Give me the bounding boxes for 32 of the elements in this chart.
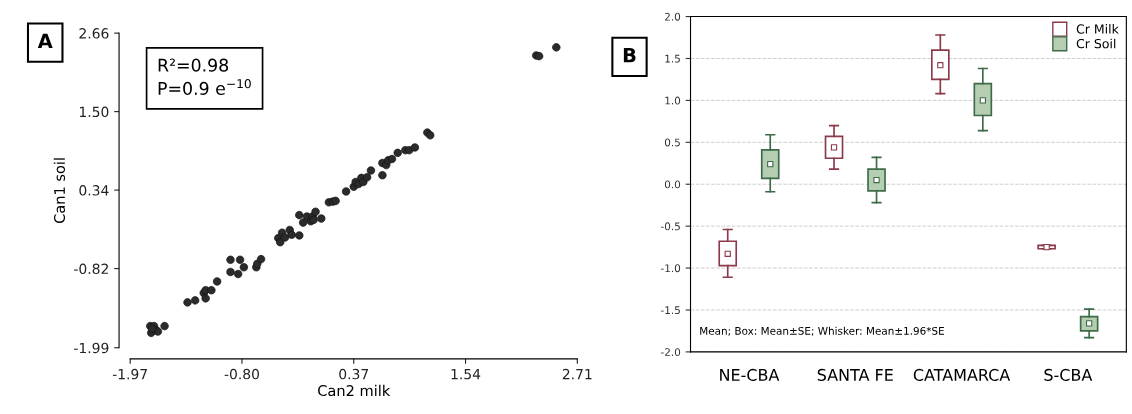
x-tick-label: CATAMARCA <box>913 368 1011 381</box>
y-tick-label: -0.82 <box>74 263 108 275</box>
y-axis-title: Can1 soil <box>53 158 66 224</box>
y-tick-label: 0.5 <box>664 138 680 147</box>
x-tick-label: -1.97 <box>112 368 147 380</box>
y-tick-label: -2.0 <box>660 348 681 357</box>
y-tick-label: -1.99 <box>74 342 109 354</box>
annotation: P=0.9 e$^{−10}$ <box>158 79 251 95</box>
text: B <box>623 47 636 63</box>
y-tick-label: 0.0 <box>664 180 681 189</box>
text: A <box>37 33 53 48</box>
legend-label: Cr Milk <box>1076 24 1119 34</box>
y-tick-label: 1.5 <box>665 54 680 63</box>
legend-label: Cr Soil <box>1076 38 1116 49</box>
x-tick-label: SANTA FE <box>817 368 893 381</box>
y-tick-label: 0.34 <box>79 185 109 196</box>
x-tick-label: NE-CBA <box>720 368 780 381</box>
y-tick-label: 1.50 <box>79 106 109 118</box>
y-tick-label: -0.5 <box>660 222 680 231</box>
x-tick-label: 1.54 <box>451 369 481 380</box>
y-tick-label: 2.0 <box>665 12 681 21</box>
x-tick-label: S-CBA <box>1044 368 1093 381</box>
annotation: R²=0.98 <box>158 58 229 72</box>
x-tick-label: -0.80 <box>224 368 260 380</box>
x-tick-label: 2.71 <box>562 368 592 380</box>
y-tick-label: 2.66 <box>79 28 109 39</box>
y-tick-label: 1.0 <box>665 96 681 105</box>
x-tick-label: 0.37 <box>339 368 369 380</box>
y-tick-label: -1.0 <box>660 264 681 273</box>
y-tick-label: -1.5 <box>660 306 680 315</box>
x-axis-title: Can2 milk <box>318 384 391 397</box>
annotation: Mean; Box: Mean±SE; Whisker: Mean±1.96*SE <box>700 326 944 336</box>
